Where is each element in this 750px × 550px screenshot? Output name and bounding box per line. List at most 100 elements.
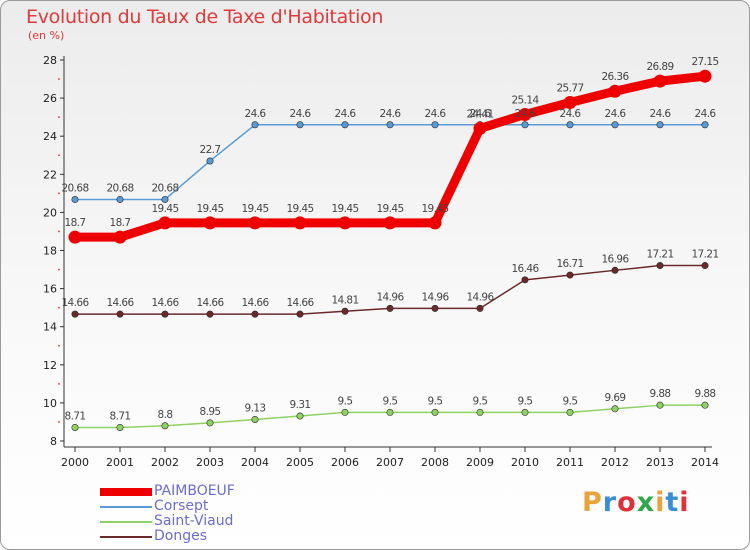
y-minor-tick [58,230,60,233]
data-label-donges: 14.66 [151,297,179,309]
data-label-corsept: 24.6 [560,108,582,120]
data-label-saint-viaud: 9.5 [383,395,398,407]
data-point-saint-viaud [476,408,484,416]
data-label-corsept: 24.6 [245,108,267,120]
data-point-corsept [341,121,349,129]
data-label-donges: 17.21 [691,249,718,261]
data-label-saint-viaud: 9.31 [290,399,311,411]
data-point-corsept [116,195,124,203]
data-point-saint-viaud [116,423,124,431]
data-point-donges [611,266,619,274]
x-tick-label: 2011 [556,456,584,469]
y-tick-label: 22 [43,168,57,181]
data-label-donges: 14.81 [331,294,358,306]
legend-swatch-paimboeuf [100,488,152,496]
data-label-corsept: 24.6 [650,108,672,120]
data-label-saint-viaud: 9.13 [245,402,266,414]
data-label-paimboeuf: 24.41 [466,108,493,120]
data-point-paimboeuf [68,230,82,244]
proxiti-logo: Proxiti [582,487,690,518]
logo-letter: x [636,487,656,518]
y-tick-label: 18 [43,245,57,258]
data-point-paimboeuf [203,216,217,230]
x-tick-label: 2012 [601,456,629,469]
x-tick-label: 2003 [196,456,224,469]
data-label-saint-viaud: 8.95 [200,406,221,418]
data-point-saint-viaud [251,415,259,423]
data-point-donges [476,304,484,312]
data-label-donges: 16.71 [556,258,583,270]
data-label-saint-viaud: 9.5 [473,395,488,407]
data-label-corsept: 20.68 [151,182,178,194]
data-point-saint-viaud [71,423,79,431]
data-label-donges: 14.96 [421,291,449,303]
data-label-saint-viaud: 9.5 [518,395,533,407]
x-tick-label: 2000 [61,456,89,469]
y-tick-label: 20 [43,206,57,219]
x-tick-label: 2014 [691,456,719,469]
data-point-saint-viaud [611,405,619,413]
data-label-corsept: 24.6 [335,108,357,120]
data-label-paimboeuf: 25.14 [511,94,539,106]
data-label-saint-viaud: 9.5 [338,395,353,407]
data-point-saint-viaud [656,401,664,409]
y-minor-tick [58,78,60,80]
data-point-donges [386,304,394,312]
y-minor-tick [58,421,60,423]
y-minor-tick [58,116,60,119]
data-point-paimboeuf [608,84,622,98]
data-point-donges [701,262,709,270]
data-point-corsept [71,195,79,203]
data-label-saint-viaud: 9.5 [563,395,578,407]
data-label-corsept: 24.6 [470,108,492,120]
legend-label-corsept: Corsept [154,498,209,514]
data-point-corsept [161,195,169,203]
data-point-paimboeuf [113,230,127,244]
y-tick-label: 26 [43,92,57,105]
y-tick-label: 10 [43,397,57,410]
y-tick-label: 16 [43,283,57,296]
y-tick-label: 28 [43,54,57,67]
data-point-saint-viaud [296,412,304,420]
data-label-paimboeuf: 18.7 [110,217,131,229]
data-label-saint-viaud: 8.8 [158,409,173,421]
data-point-donges [341,307,349,315]
data-label-donges: 14.66 [241,297,269,309]
data-point-corsept [566,121,574,129]
x-tick-label: 2007 [376,456,404,469]
data-point-corsept [521,121,529,129]
logo-letter: r [602,487,618,518]
data-label-saint-viaud: 8.71 [110,410,131,422]
data-point-saint-viaud [341,408,349,416]
legend-swatch-donges [100,536,152,538]
data-label-paimboeuf: 27.15 [691,56,718,68]
data-point-saint-viaud [431,408,439,416]
y-minor-tick [58,382,60,385]
data-point-saint-viaud [521,408,529,416]
data-point-saint-viaud [161,422,169,430]
data-point-corsept [296,121,304,129]
data-point-saint-viaud [566,408,574,416]
data-point-paimboeuf [383,216,397,230]
data-point-corsept [611,121,619,129]
data-point-paimboeuf [518,107,532,121]
x-tick-label: 2010 [511,456,539,469]
data-point-donges [521,276,529,284]
legend-swatch-saint-viaud [100,521,152,523]
x-tick-label: 2005 [286,456,314,469]
logo-letter: i [655,487,666,518]
data-point-saint-viaud [386,408,394,416]
data-label-corsept: 24.6 [695,108,717,120]
y-minor-tick [58,154,60,157]
data-point-donges [71,310,79,318]
y-tick-label: 12 [43,359,57,372]
data-point-donges [566,271,574,279]
logo-letter: i [679,487,690,518]
data-point-corsept [206,157,214,165]
y-tick-label: 8 [50,435,57,448]
data-label-donges: 14.66 [196,297,224,309]
data-label-corsept: 24.6 [515,108,537,120]
legend-label-donges: Donges [154,528,208,544]
y-minor-tick [58,192,60,195]
data-label-paimboeuf: 19.45 [196,203,223,215]
